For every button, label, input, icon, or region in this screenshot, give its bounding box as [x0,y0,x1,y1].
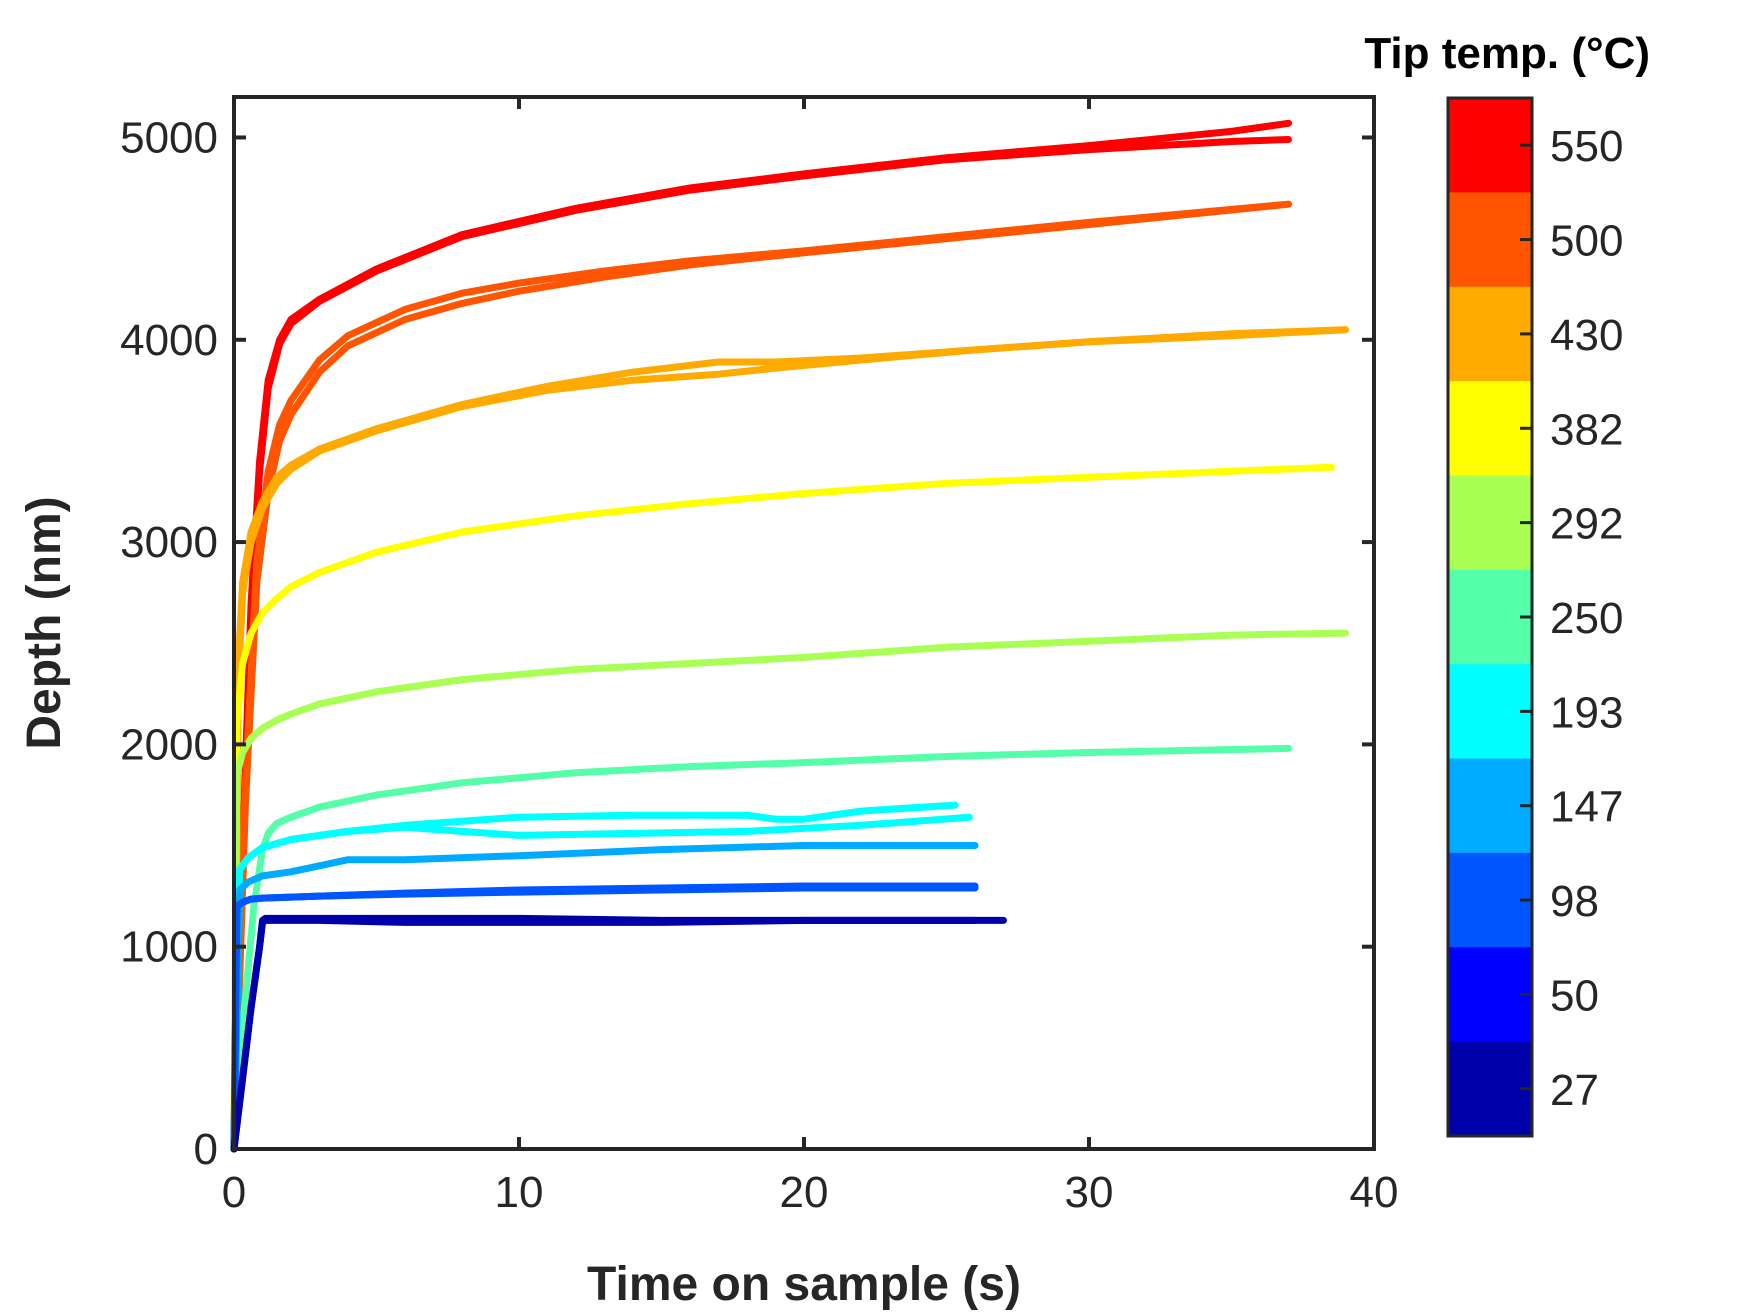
x-tick-label: 30 [1065,1168,1114,1217]
x-tick-label: 40 [1350,1168,1399,1217]
y-tick-label: 2000 [120,720,218,769]
colorbar-segment-27 [1448,1041,1532,1137]
colorbar-label: 50 [1550,971,1599,1020]
colorbar-label: 292 [1550,500,1623,549]
colorbar-segment-147 [1448,758,1532,854]
colorbar-segment-550 [1448,98,1532,193]
colorbar-segment-500 [1448,192,1532,288]
x-axis-title: Time on sample (s) [587,1258,1021,1311]
colorbar-segment-250 [1448,569,1532,665]
colorbar-label: 250 [1550,594,1623,643]
colorbar-label: 193 [1550,688,1623,737]
y-tick-label: 5000 [120,113,218,162]
colorbar-label: 430 [1550,311,1623,360]
series-line-430-4 [230,326,1349,1153]
series-line-193-10 [230,813,973,1153]
series-line-500-3 [230,200,1292,1153]
series-line-27-15 [230,916,979,1153]
x-tick-label: 10 [495,1168,544,1217]
colorbar-title: Tip temp. (°C) [1364,29,1650,78]
colorbar-label: 27 [1550,1066,1599,1115]
colorbar-segment-430 [1448,286,1532,382]
series-line-382-6 [230,463,1335,1153]
series-line-500-2 [230,200,1292,1153]
colorbar-segment-50 [1448,947,1532,1043]
series-line-550-1 [230,136,1292,1153]
colorbar-label: 550 [1550,122,1623,171]
series-line-193-9 [230,801,959,1153]
series-line-98-13 [230,884,979,1153]
series-line-147-11 [230,842,979,1153]
tick-layer: 0 10 20 30 40 0 1000 2000 3000 4000 5000 [120,97,1398,1217]
colorbar-label: 147 [1550,783,1623,832]
colorbar-label: 382 [1550,405,1623,454]
y-tick-label: 0 [194,1125,218,1174]
colorbar-label: 98 [1550,877,1599,926]
series-line-292-7 [230,629,1349,1153]
series-layer [230,119,1349,1153]
y-tick-label: 1000 [120,923,218,972]
y-tick-label: 3000 [120,518,218,567]
colorbar: 550 500 430 382 292 250 193 147 98 50 27 [1446,96,1623,1138]
colorbar-segment-98 [1448,852,1532,948]
colorbar-segment-193 [1448,664,1532,760]
colorbar-segment-292 [1448,475,1532,571]
series-line-250-8 [230,744,1292,1153]
series-line-27-14 [230,914,1007,1153]
colorbar-segment-382 [1448,381,1532,476]
x-tick-label: 20 [780,1168,829,1217]
y-axis-title: Depth (nm) [18,496,71,749]
colorbar-label: 500 [1550,217,1623,266]
x-tick-label: 0 [222,1168,246,1217]
y-tick-label: 4000 [120,316,218,365]
series-line-430-5 [230,326,1349,1153]
